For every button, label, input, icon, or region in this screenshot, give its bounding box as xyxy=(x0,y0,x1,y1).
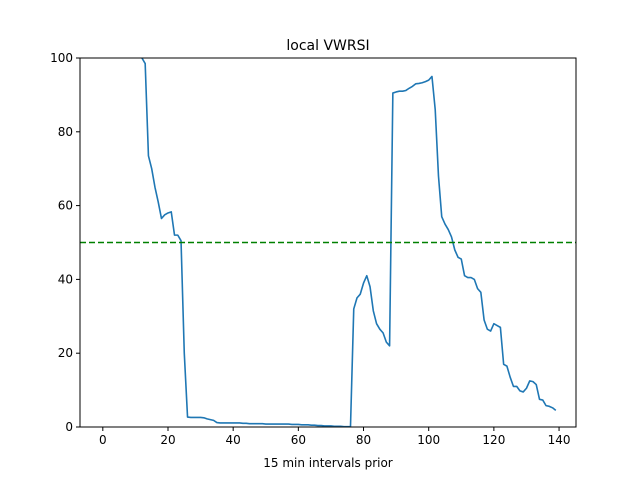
x-tick-label: 80 xyxy=(356,433,371,447)
y-tick-label: 100 xyxy=(50,51,73,65)
axis-ticks: 0 20 40 60 80 100 120 140 0 20 40 60 80 100 xyxy=(50,51,570,447)
x-tick-label: 60 xyxy=(291,433,306,447)
y-tick-label: 20 xyxy=(58,346,73,360)
y-tick-label: 0 xyxy=(65,420,73,434)
y-tick-label: 40 xyxy=(58,272,73,286)
axes-frame xyxy=(79,57,577,428)
x-tick-label: 0 xyxy=(99,433,107,447)
y-tick-label: 80 xyxy=(58,125,73,139)
chart-title: local VWRSI xyxy=(286,38,369,54)
x-tick-label: 100 xyxy=(417,433,440,447)
y-tick-label: 60 xyxy=(58,199,73,213)
x-tick-label: 20 xyxy=(160,433,175,447)
x-tick-label: 140 xyxy=(548,433,571,447)
x-axis-label: 15 min intervals prior xyxy=(263,456,393,470)
x-tick-label: 120 xyxy=(482,433,505,447)
x-tick-label: 40 xyxy=(226,433,241,447)
